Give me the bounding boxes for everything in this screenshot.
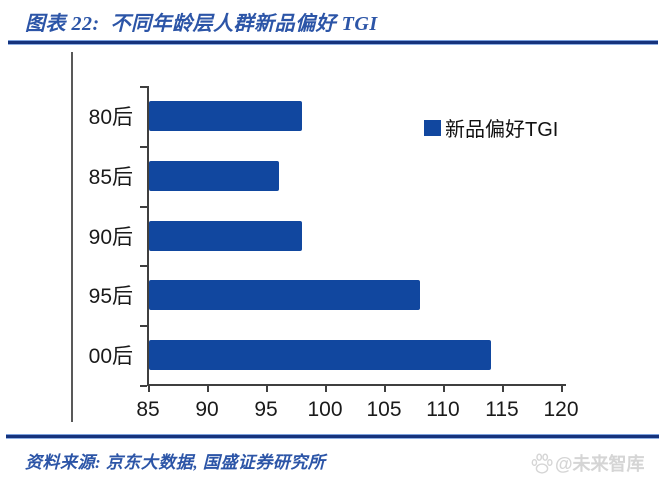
x-tick-label-120: 120: [543, 398, 579, 421]
x-axis-tick: [266, 386, 268, 392]
watermark: @未来智库: [531, 450, 645, 476]
x-tick-label-105: 105: [366, 398, 402, 421]
x-axis-tick: [325, 386, 327, 392]
paw-icon: [531, 453, 553, 474]
category-label-85后: 85后: [88, 165, 133, 189]
title-rule: [8, 40, 658, 45]
x-axis-tick: [443, 386, 445, 392]
x-tick-label-85: 85: [136, 398, 160, 421]
legend: 新品偏好TGI: [424, 113, 558, 142]
y-axis-tick: [140, 146, 147, 148]
footer-rule: [6, 434, 659, 439]
bar-90后: [149, 220, 302, 251]
x-axis-tick: [384, 386, 386, 392]
y-axis-line: [147, 86, 149, 385]
x-axis-tick: [502, 386, 504, 392]
y-axis-tick: [140, 265, 147, 267]
y-axis-tick: [140, 325, 147, 327]
legend-swatch: [424, 119, 441, 136]
x-tick-label-115: 115: [485, 398, 519, 421]
x-axis-tick: [561, 386, 563, 392]
watermark-text: @未来智库: [555, 454, 645, 474]
x-axis-tick: [148, 386, 150, 392]
x-tick-label-95: 95: [254, 398, 278, 421]
category-label-80后: 80后: [88, 105, 133, 129]
category-label-00后: 00后: [88, 345, 133, 369]
x-axis-line: [147, 384, 566, 386]
category-label-95后: 95后: [88, 285, 133, 309]
bar-00后: [149, 340, 491, 371]
bar-95后: [149, 280, 420, 311]
y-axis-tick: [140, 206, 147, 208]
x-tick-label-100: 100: [307, 398, 343, 421]
category-label-90后: 90后: [88, 225, 133, 249]
y-axis-tick: [140, 86, 147, 88]
y-axis-tick: [140, 385, 147, 387]
x-tick-label-90: 90: [195, 398, 219, 421]
left-border-line: [71, 52, 73, 422]
bar-85后: [149, 160, 279, 191]
source-text: 资料来源: 京东大数据, 国盛证券研究所: [25, 453, 326, 472]
figure-title: 图表 22: 不同年龄层人群新品偏好 TGI: [25, 13, 378, 35]
x-axis-tick: [207, 386, 209, 392]
bar-80后: [149, 100, 302, 131]
legend-label: 新品偏好TGI: [445, 119, 559, 141]
x-tick-label-110: 110: [426, 398, 460, 421]
